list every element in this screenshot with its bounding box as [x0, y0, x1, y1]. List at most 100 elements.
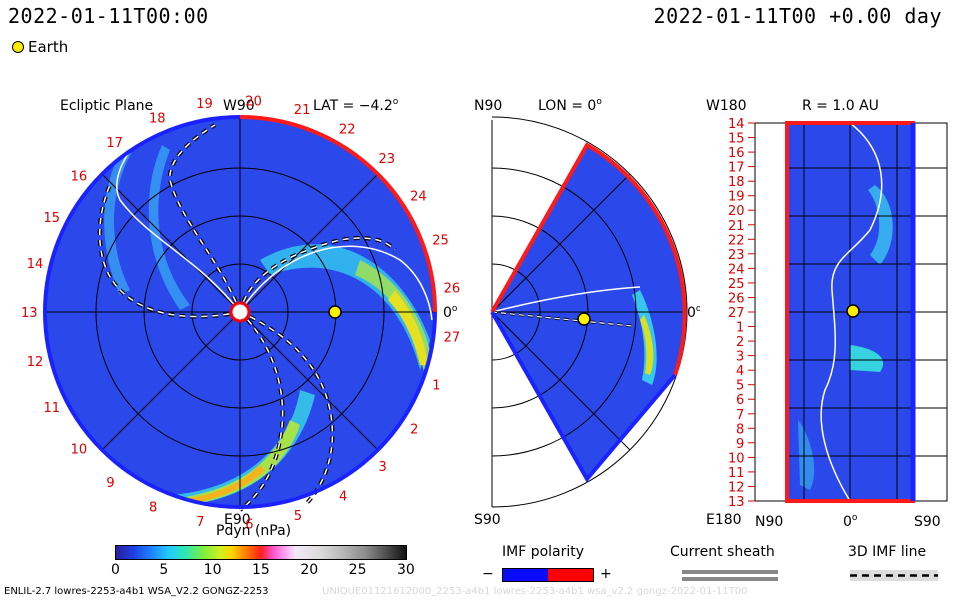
shell-rotation-label: 26 [728, 292, 745, 307]
colorbar-tick-label: 15 [252, 562, 270, 578]
shell-rotation-label: 24 [728, 262, 745, 277]
carrington-label: 7 [196, 515, 204, 530]
shell-rotation-label: 7 [736, 408, 744, 423]
shell-rotation-label: 25 [728, 277, 745, 292]
shell-rotation-label: 10 [728, 451, 745, 466]
carrington-label: 27 [444, 331, 461, 346]
shell-rotation-label: 1 [736, 321, 744, 336]
meridional-field-line-white [491, 311, 633, 327]
footer-model-info: ENLIL-2.7 lowres-2253-a4b1 WSA_V2.2 GONG… [4, 586, 269, 597]
meridional-current-sheet [491, 286, 641, 313]
sun-icon [229, 301, 251, 323]
shell-rotation-label: 27 [728, 306, 745, 321]
meridional-top-left-label: N90 [474, 98, 502, 114]
carrington-label: 12 [27, 355, 44, 370]
ecliptic-polarity-positive-arc [239, 115, 437, 313]
shell-rotation-label: 14 [728, 117, 745, 132]
shell-rotation-label: 21 [728, 219, 745, 234]
ecliptic-polarity-negative-arc [43, 115, 437, 509]
colorbar-title: Pdyn (nPa) [216, 523, 292, 539]
meridional-grid [491, 116, 688, 508]
colorbar-tick-label: 10 [203, 562, 222, 578]
imf-polarity-minus: − [482, 566, 494, 582]
shell-bottom-left-label: E180 [706, 512, 742, 528]
carrington-label: 5 [294, 509, 302, 524]
colorbar-tick-label: 20 [300, 562, 319, 578]
ecliptic-lat-label: LAT = −4.2o [313, 97, 399, 114]
meridional-feature-core [640, 315, 654, 375]
earth-legend-label: Earth [28, 38, 69, 56]
carrington-label: 24 [410, 190, 427, 205]
carrington-label: 22 [339, 122, 356, 137]
shell-rotation-label: 2 [736, 335, 744, 350]
carrington-label: 16 [71, 170, 88, 185]
shell-panel: W180 R = 1.0 AU E180 N90 0o S90 14151617… [706, 98, 948, 530]
earth-legend: Earth [12, 38, 68, 56]
shell-x-left: N90 [755, 514, 783, 530]
ecliptic-bottom-label: E90 [224, 512, 251, 528]
shell-feature-upper [868, 185, 893, 265]
shell-rotation-label: 9 [736, 437, 744, 452]
shell-rotation-label: 15 [728, 132, 745, 147]
shell-rotation-label: 12 [728, 481, 745, 496]
imf-polarity-plus: + [600, 566, 612, 582]
carrington-label: 8 [149, 501, 157, 516]
ecliptic-title: Ecliptic Plane [60, 98, 153, 114]
meridional-right-label: 0o [687, 304, 700, 321]
shell-rotation-label: 17 [728, 161, 745, 176]
colorbar-tick-label: 25 [348, 562, 367, 578]
imf-polarity-title: IMF polarity [502, 544, 585, 560]
shell-rotation-labels: 1415161718192021222324252627123456789101… [728, 117, 755, 510]
shell-rotation-label: 16 [728, 146, 745, 161]
shell-rotation-label: 4 [736, 364, 744, 379]
carrington-label: 23 [379, 152, 396, 167]
timestamp-right: 2022-01-11T00 +0.00 day [653, 4, 942, 28]
colorbar-tick-label: 5 [159, 562, 169, 578]
shell-feature-lower [798, 420, 815, 490]
colorbar-tick-label: 0 [111, 562, 120, 578]
carrington-label: 3 [379, 460, 387, 475]
pdyn-colorbar [115, 545, 407, 560]
current-sheath-title: Current sheath [670, 544, 775, 560]
carrington-label: 13 [21, 306, 38, 321]
meridional-plane-panel: N90 LON = 0o S90 0o [474, 97, 700, 528]
shell-x-right: S90 [914, 514, 941, 530]
shell-rotation-label: 11 [728, 466, 745, 481]
shell-feature-mid [850, 345, 884, 372]
shell-rotation-label: 20 [728, 204, 745, 219]
shell-x-mid: 0o [843, 513, 858, 530]
ecliptic-carrington-labels: 19 20212223242526271234567891011121314151… [21, 94, 460, 532]
shell-rotation-label: 3 [736, 350, 744, 365]
carrington-label: 11 [44, 401, 61, 416]
carrington-label: 6 [245, 518, 253, 533]
carrington-label: 4 [339, 490, 347, 505]
footer-run-id: UNIQUE01121612000_2253-a4b1 lowres-2253-… [322, 586, 748, 597]
current-sheath-swatch [682, 570, 778, 581]
ecliptic-top-label: W90 [223, 98, 255, 114]
carrington-label: 14 [27, 257, 44, 272]
colorbar-tick-label: 30 [397, 562, 415, 578]
carrington-label: 21 [294, 103, 311, 118]
earth-marker-icon [12, 41, 24, 53]
shell-rotation-label: 5 [736, 379, 744, 394]
earth-marker-icon [577, 312, 591, 326]
ecliptic-plane-panel: Ecliptic Plane W90 LAT = −4.2o E90 0o 19… [21, 94, 460, 532]
shell-title: R = 1.0 AU [802, 98, 879, 114]
earth-marker-icon [846, 304, 860, 318]
meridional-negative-edge [490, 311, 677, 483]
carrington-label: 26 [444, 281, 461, 296]
shell-rotation-label: 8 [736, 422, 744, 437]
earth-marker-icon [328, 305, 342, 319]
carrington-label: 15 [44, 211, 61, 226]
carrington-label: 9 [106, 476, 114, 491]
carrington-label: 19 [196, 97, 213, 112]
shell-current-sheet [820, 122, 883, 502]
carrington-label: 18 [149, 111, 166, 126]
carrington-label: 2 [410, 423, 418, 438]
carrington-label: 10 [71, 442, 88, 457]
shell-rotation-label: 18 [728, 175, 745, 190]
carrington-label: 20 [245, 94, 262, 109]
shell-top-left-label: W180 [706, 98, 747, 114]
shell-rotation-label: 19 [728, 190, 745, 205]
carrington-label: 17 [106, 136, 123, 151]
